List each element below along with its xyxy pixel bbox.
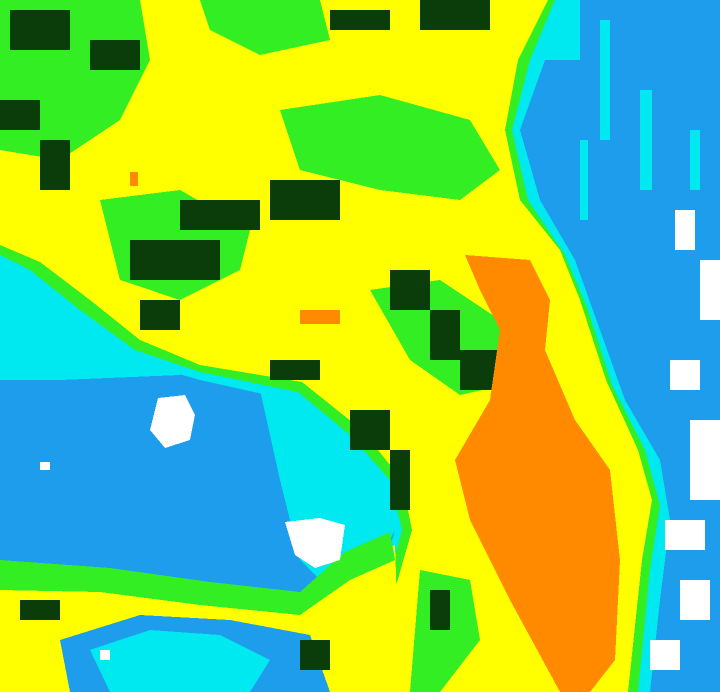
orange-dot [130, 172, 138, 186]
orange-core [455, 255, 620, 692]
cyan-south-pocket [90, 630, 270, 692]
dark-green-patches [0, 0, 500, 670]
green-south-edge [0, 532, 395, 615]
orange-streak [300, 310, 340, 324]
white-spots [40, 210, 720, 670]
